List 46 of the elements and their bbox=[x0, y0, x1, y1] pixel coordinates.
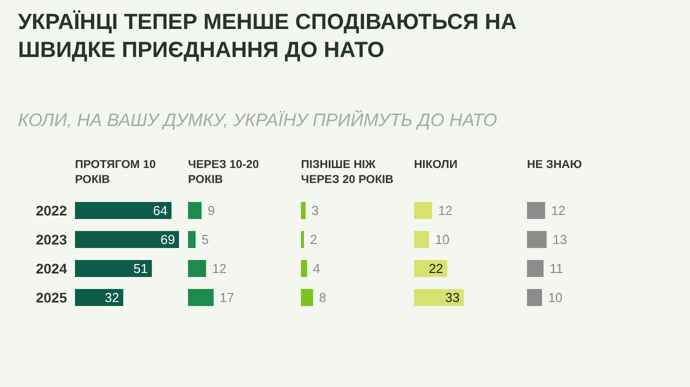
y-tick-label: 2022 bbox=[36, 202, 68, 218]
bar bbox=[188, 289, 214, 306]
y-tick-label: 2024 bbox=[36, 260, 68, 276]
series-label: ПІЗНІШЕ НІЖ ЧЕРЕЗ 20 РОКІВ bbox=[301, 158, 394, 188]
series-label: ПРОТЯГОМ 10 РОКІВ bbox=[75, 158, 157, 188]
bar bbox=[188, 231, 196, 248]
bar bbox=[414, 202, 432, 219]
bar bbox=[301, 231, 304, 248]
data-label: 4 bbox=[313, 261, 320, 276]
bar bbox=[301, 289, 314, 306]
data-label: 10 bbox=[435, 232, 450, 248]
bar bbox=[75, 260, 152, 277]
data-label: 13 bbox=[552, 232, 568, 248]
data-label: 69 bbox=[160, 232, 175, 248]
data-label: 3 bbox=[312, 203, 319, 218]
bar bbox=[188, 260, 206, 277]
data-label: 12 bbox=[438, 203, 453, 218]
bar bbox=[75, 202, 172, 219]
y-tick-label: 2025 bbox=[36, 289, 68, 306]
data-label: 8 bbox=[319, 290, 326, 306]
bar bbox=[301, 202, 306, 219]
bar bbox=[75, 289, 124, 306]
text: НІКОЛИ bbox=[414, 158, 459, 173]
series-label: ЧЕРЕЗ 10-20 РОКІВ bbox=[188, 158, 260, 188]
bar bbox=[75, 231, 179, 248]
bar bbox=[301, 260, 308, 277]
y-tick-label: 2023 bbox=[36, 231, 68, 248]
data-label: 2 bbox=[310, 232, 318, 248]
data-label: 17 bbox=[220, 290, 234, 306]
data-label: 22 bbox=[428, 261, 444, 276]
data-label: 12 bbox=[551, 203, 566, 218]
data-label: 33 bbox=[445, 290, 460, 306]
bar bbox=[188, 202, 202, 219]
text: НЕ ЗНАЮ bbox=[527, 158, 583, 173]
data-label: 10 bbox=[548, 290, 563, 306]
text: УКРАЇНЦІ ТЕПЕР МЕНШЕ СПОДІВАЮТЬСЯ НА ШВИДКЕ ПРИЄДНАННЯ ДО НАТО bbox=[18, 8, 518, 64]
data-label: 5 bbox=[202, 232, 209, 248]
data-label: 11 bbox=[550, 261, 564, 276]
bar bbox=[414, 231, 430, 248]
bar bbox=[414, 289, 464, 306]
text: КОЛИ, НА ВАШУ ДУМКУ, УКРАЇНУ ПРИЙМУТЬ ДО НАТО bbox=[18, 110, 498, 131]
data-label: 32 bbox=[104, 290, 120, 306]
data-label: 64 bbox=[152, 203, 168, 218]
data-label: 51 bbox=[133, 261, 148, 276]
data-label: 12 bbox=[212, 261, 227, 276]
data-label: 9 bbox=[208, 203, 215, 218]
